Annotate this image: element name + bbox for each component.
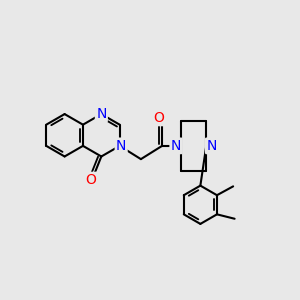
Text: N: N [96, 107, 106, 121]
Text: N: N [116, 139, 126, 153]
Text: O: O [85, 173, 97, 187]
Text: O: O [153, 111, 164, 125]
Text: N: N [206, 139, 217, 153]
Text: N: N [171, 139, 181, 153]
